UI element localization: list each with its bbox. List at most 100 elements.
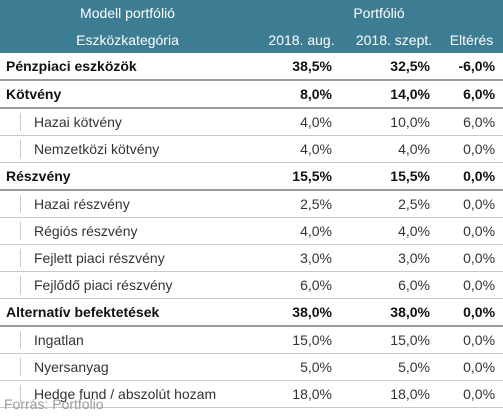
category-label: Nyersanyag bbox=[34, 359, 109, 375]
category-label: Nemzetközi kötvény bbox=[34, 141, 160, 157]
table-row-group: Részvény 15,5% 15,5% 0,0% bbox=[0, 162, 503, 191]
diff-value-cell: 0,0% bbox=[440, 217, 503, 245]
category-label: Régiós részvény bbox=[34, 223, 138, 239]
source-note: Forrás: Portfolio bbox=[4, 396, 104, 412]
aug-value-cell: 8,0% bbox=[255, 80, 348, 109]
table-body: Pénzpiaci eszközök 38,5% 32,5% -6,0% Kötvény… bbox=[0, 53, 503, 408]
category-cell: Ingatlan bbox=[0, 326, 255, 354]
diff-value-cell: 0,0% bbox=[440, 135, 503, 163]
table-row-group: Alternatív befektetések 38,0% 38,0% 0,0% bbox=[0, 298, 503, 327]
sept-value-cell: 3,0% bbox=[348, 244, 440, 272]
table-row: Fejlett piaci részvény 3,0% 3,0% 0,0% bbox=[0, 244, 503, 272]
indent-divider bbox=[20, 113, 21, 131]
sept-value-cell: 18,0% bbox=[348, 380, 440, 408]
table-header: Modell portfólió Portfólió Eszközkategór… bbox=[0, 0, 503, 53]
table-row-group: Kötvény 8,0% 14,0% 6,0% bbox=[0, 80, 503, 109]
model-portfolio-header: Modell portfólió bbox=[80, 5, 175, 21]
category-cell: Kötvény bbox=[0, 80, 255, 109]
table-row: Régiós részvény 4,0% 4,0% 0,0% bbox=[0, 217, 503, 245]
diff-value-cell: -6,0% bbox=[440, 53, 503, 81]
sept-value-cell: 15,5% bbox=[348, 162, 440, 191]
sept-value-cell: 15,0% bbox=[348, 326, 440, 354]
sept-value-cell: 10,0% bbox=[348, 108, 440, 136]
diff-value-cell: 0,0% bbox=[440, 162, 503, 191]
aug-header: 2018. aug. bbox=[268, 31, 335, 48]
sept-value-cell: 6,0% bbox=[348, 271, 440, 299]
portfolio-table: Modell portfólió Portfólió Eszközkategór… bbox=[0, 0, 503, 408]
indent-divider bbox=[20, 195, 21, 213]
sept-value-cell: 4,0% bbox=[348, 135, 440, 163]
aug-value-cell: 15,0% bbox=[255, 326, 348, 354]
diff-value-cell: 0,0% bbox=[440, 190, 503, 218]
aug-value-cell: 6,0% bbox=[255, 271, 348, 299]
aug-value-cell: 2,5% bbox=[255, 190, 348, 218]
aug-value-cell: 5,0% bbox=[255, 353, 348, 381]
header-row-2: Eszközkategória 2018. aug. 2018. szept. … bbox=[0, 26, 503, 53]
category-header: Eszközkategória bbox=[76, 31, 179, 48]
category-cell: Hazai kötvény bbox=[0, 108, 255, 136]
category-cell: Pénzpiaci eszközök bbox=[0, 53, 255, 81]
table-row: Hazai kötvény 4,0% 10,0% 6,0% bbox=[0, 108, 503, 136]
aug-value-cell: 4,0% bbox=[255, 217, 348, 245]
diff-value-cell: 6,0% bbox=[440, 108, 503, 136]
category-cell: Nemzetközi kötvény bbox=[0, 135, 255, 163]
category-label: Hazai kötvény bbox=[34, 114, 122, 130]
indent-divider bbox=[20, 140, 21, 158]
aug-value-cell: 3,0% bbox=[255, 244, 348, 272]
sept-value-cell: 32,5% bbox=[348, 53, 440, 81]
diff-value-cell: 0,0% bbox=[440, 298, 503, 327]
category-label: Fejlett piaci részvény bbox=[34, 250, 165, 266]
category-cell: Hedge fund / abszolút hozam bbox=[0, 380, 255, 408]
sept-value-cell: 14,0% bbox=[348, 80, 440, 109]
aug-value-cell: 18,0% bbox=[255, 380, 348, 408]
category-cell: Nyersanyag bbox=[0, 353, 255, 381]
category-label: Fejlődő piaci részvény bbox=[34, 277, 173, 293]
sept-value-cell: 4,0% bbox=[348, 217, 440, 245]
category-label: Ingatlan bbox=[34, 332, 84, 348]
aug-value-cell: 4,0% bbox=[255, 135, 348, 163]
diff-value-cell: 0,0% bbox=[440, 271, 503, 299]
indent-divider bbox=[20, 249, 21, 267]
table-row: Fejlődő piaci részvény 6,0% 6,0% 0,0% bbox=[0, 271, 503, 299]
indent-divider bbox=[20, 385, 21, 403]
category-cell: Részvény bbox=[0, 162, 255, 191]
indent-divider bbox=[20, 331, 21, 349]
table-row-group: Pénzpiaci eszközök 38,5% 32,5% -6,0% bbox=[0, 53, 503, 81]
diff-value-cell: 0,0% bbox=[440, 353, 503, 381]
category-label: Részvény bbox=[6, 168, 71, 184]
category-label: Kötvény bbox=[6, 86, 62, 102]
category-cell: Fejlett piaci részvény bbox=[0, 244, 255, 272]
aug-value-cell: 15,5% bbox=[255, 162, 348, 191]
diff-value-cell: 0,0% bbox=[440, 380, 503, 408]
category-cell: Fejlődő piaci részvény bbox=[0, 271, 255, 299]
aug-value-cell: 38,0% bbox=[255, 298, 348, 327]
sept-header: 2018. szept. bbox=[355, 31, 433, 48]
category-label: Hazai részvény bbox=[34, 196, 130, 212]
indent-divider bbox=[20, 276, 21, 294]
table-row: Nyersanyag 5,0% 5,0% 0,0% bbox=[0, 353, 503, 381]
category-cell: Hazai részvény bbox=[0, 190, 255, 218]
diff-value-cell: 0,0% bbox=[440, 326, 503, 354]
table-row: Hedge fund / abszolút hozam 18,0% 18,0% 0,0… bbox=[0, 380, 503, 408]
diff-value-cell: 6,0% bbox=[440, 80, 503, 109]
portfolio-header: Portfólió bbox=[353, 5, 405, 21]
aug-value-cell: 38,5% bbox=[255, 53, 348, 81]
diff-value-cell: 0,0% bbox=[440, 244, 503, 272]
header-row-1: Modell portfólió Portfólió bbox=[0, 0, 503, 26]
category-label: Pénzpiaci eszközök bbox=[6, 58, 137, 74]
category-cell: Alternatív befektetések bbox=[0, 298, 255, 327]
aug-value-cell: 4,0% bbox=[255, 108, 348, 136]
category-cell: Régiós részvény bbox=[0, 217, 255, 245]
sept-value-cell: 38,0% bbox=[348, 298, 440, 327]
category-label: Alternatív befektetések bbox=[6, 304, 160, 320]
diff-header: Eltérés bbox=[449, 31, 494, 48]
table-row: Hazai részvény 2,5% 2,5% 0,0% bbox=[0, 190, 503, 218]
sept-value-cell: 5,0% bbox=[348, 353, 440, 381]
table-row: Nemzetközi kötvény 4,0% 4,0% 0,0% bbox=[0, 135, 503, 163]
table-row: Ingatlan 15,0% 15,0% 0,0% bbox=[0, 326, 503, 354]
category-label: Hedge fund / abszolút hozam bbox=[34, 386, 217, 402]
indent-divider bbox=[20, 222, 21, 240]
sept-value-cell: 2,5% bbox=[348, 190, 440, 218]
indent-divider bbox=[20, 358, 21, 376]
